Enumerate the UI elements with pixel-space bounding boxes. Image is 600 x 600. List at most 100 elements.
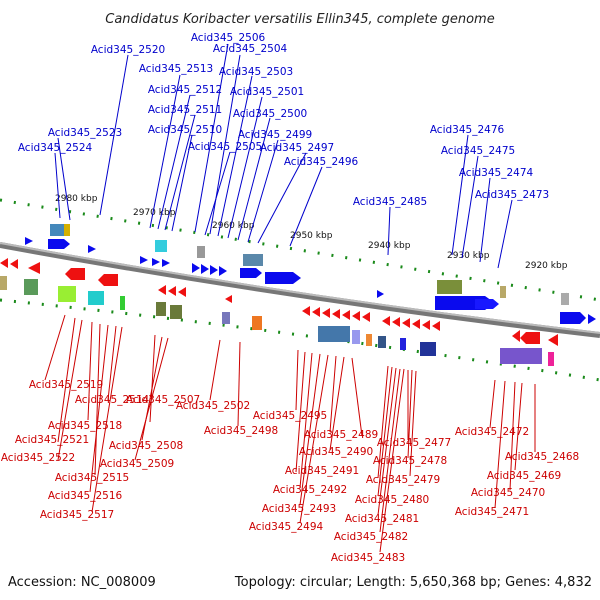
- gene-label-bottom[interactable]: Acid345_2491: [285, 465, 359, 477]
- gene-label-bottom[interactable]: Acid345_2515: [55, 472, 129, 484]
- gene-label-bottom[interactable]: Acid345_2489: [304, 429, 378, 441]
- gene-label-bottom[interactable]: Acid345_2472: [455, 426, 529, 438]
- feature-block[interactable]: [400, 338, 406, 350]
- gene-arrow[interactable]: [152, 258, 160, 266]
- gene-arrow[interactable]: [422, 320, 430, 330]
- gene-label-top[interactable]: Acid345_2473: [475, 189, 549, 201]
- gene-label-bottom[interactable]: Acid345_2518: [48, 420, 122, 432]
- gene-label-bottom[interactable]: Acid345_2508: [109, 440, 183, 452]
- gene-arrow[interactable]: [560, 312, 586, 324]
- gene-label-top[interactable]: Acid345_2512: [148, 84, 222, 96]
- gene-label-bottom[interactable]: Acid345_2471: [455, 506, 529, 518]
- gene-label-bottom[interactable]: Acid345_2516: [48, 490, 123, 502]
- gene-arrow[interactable]: [512, 330, 520, 342]
- gene-label-bottom[interactable]: Acid345_2521: [15, 434, 89, 446]
- gene-label-top[interactable]: Acid345_2500: [233, 108, 307, 120]
- gene-label-top[interactable]: Acid345_2503: [219, 66, 293, 78]
- gene-arrow[interactable]: [10, 259, 18, 269]
- gene-arrow[interactable]: [28, 262, 40, 274]
- feature-block[interactable]: [50, 224, 64, 236]
- gene-arrow[interactable]: [65, 268, 85, 280]
- gene-label-bottom[interactable]: Acid345_2494: [249, 521, 324, 533]
- gene-arrow[interactable]: [302, 306, 310, 316]
- gene-arrow[interactable]: [377, 290, 384, 298]
- feature-block[interactable]: [170, 305, 182, 319]
- gene-label-top[interactable]: Acid345_2497: [260, 142, 334, 154]
- feature-block[interactable]: [197, 246, 205, 258]
- gene-arrow[interactable]: [219, 266, 227, 276]
- feature-block[interactable]: [420, 342, 436, 356]
- gene-arrow[interactable]: [322, 308, 330, 318]
- feature-block[interactable]: [500, 286, 506, 298]
- gene-arrow[interactable]: [168, 286, 176, 296]
- feature-block[interactable]: [88, 291, 104, 305]
- feature-block[interactable]: [318, 326, 350, 342]
- feature-block[interactable]: [366, 334, 372, 346]
- gene-arrow[interactable]: [362, 312, 370, 322]
- gene-arrow[interactable]: [210, 265, 218, 275]
- gene-label-bottom[interactable]: Acid345_2490: [299, 446, 373, 458]
- gene-arrow[interactable]: [412, 319, 420, 329]
- gene-arrow[interactable]: [342, 310, 350, 320]
- feature-block[interactable]: [437, 280, 462, 294]
- gene-label-bottom[interactable]: Acid345_2492: [273, 484, 347, 496]
- gene-label-bottom[interactable]: Acid345_2514: [75, 394, 150, 406]
- gene-label-top[interactable]: Acid345_2505: [188, 141, 262, 153]
- feature-block[interactable]: [378, 336, 386, 348]
- gene-arrow[interactable]: [475, 299, 499, 309]
- gene-arrow[interactable]: [520, 332, 540, 344]
- gene-label-top[interactable]: Acid345_2501: [230, 86, 304, 98]
- gene-label-bottom[interactable]: Acid345_2495: [253, 410, 327, 422]
- gene-arrow[interactable]: [240, 268, 262, 278]
- gene-label-bottom[interactable]: Acid345_2519: [29, 379, 103, 391]
- gene-label-top[interactable]: Acid345_2474: [459, 167, 534, 179]
- gene-label-bottom[interactable]: Acid345_2470: [471, 487, 545, 499]
- gene-label-top[interactable]: Acid345_2475: [441, 145, 515, 157]
- feature-block[interactable]: [156, 302, 166, 316]
- gene-arrow[interactable]: [402, 318, 410, 328]
- gene-arrow[interactable]: [48, 239, 70, 249]
- feature-block[interactable]: [24, 279, 38, 295]
- feature-block[interactable]: [120, 296, 125, 310]
- gene-label-top[interactable]: Acid345_2476: [430, 124, 505, 136]
- gene-arrow[interactable]: [88, 245, 96, 253]
- gene-label-bottom[interactable]: Acid345_2517: [40, 509, 114, 521]
- gene-label-top[interactable]: Acid345_2510: [148, 124, 222, 136]
- gene-label-bottom[interactable]: Acid345_2479: [366, 474, 440, 486]
- feature-block[interactable]: [500, 348, 542, 364]
- gene-arrow[interactable]: [25, 237, 33, 245]
- gene-label-bottom[interactable]: Acid345_2483: [331, 552, 405, 564]
- gene-label-top[interactable]: Acid345_2506: [191, 32, 266, 44]
- gene-label-top[interactable]: Acid345_2524: [18, 142, 93, 154]
- feature-block[interactable]: [561, 293, 569, 305]
- gene-arrow[interactable]: [225, 295, 232, 303]
- gene-arrow[interactable]: [312, 307, 320, 317]
- feature-block[interactable]: [352, 330, 360, 344]
- gene-arrow[interactable]: [352, 311, 360, 321]
- gene-label-bottom[interactable]: Acid345_2481: [345, 513, 419, 525]
- gene-arrow[interactable]: [162, 259, 170, 267]
- gene-arrow[interactable]: [265, 272, 301, 284]
- feature-block[interactable]: [64, 224, 70, 236]
- gene-arrow[interactable]: [140, 256, 148, 264]
- gene-arrow[interactable]: [588, 314, 596, 324]
- gene-arrow[interactable]: [382, 316, 390, 326]
- gene-label-bottom[interactable]: Acid345_2522: [1, 452, 75, 464]
- feature-block[interactable]: [0, 276, 7, 290]
- gene-label-bottom[interactable]: Acid345_2480: [355, 494, 429, 506]
- gene-label-top[interactable]: Acid345_2485: [353, 196, 427, 208]
- gene-label-top[interactable]: Acid345_2499: [238, 129, 312, 141]
- feature-block[interactable]: [155, 240, 167, 252]
- gene-label-top[interactable]: Acid345_2523: [48, 127, 122, 139]
- gene-arrow[interactable]: [548, 334, 558, 346]
- gene-label-bottom[interactable]: Acid345_2469: [487, 470, 561, 482]
- gene-label-bottom[interactable]: Acid345_2509: [100, 458, 174, 470]
- feature-block[interactable]: [252, 316, 262, 330]
- feature-block[interactable]: [548, 352, 554, 366]
- gene-label-bottom[interactable]: Acid345_2482: [334, 531, 408, 543]
- gene-arrow[interactable]: [392, 317, 400, 327]
- gene-arrow[interactable]: [432, 321, 440, 331]
- gene-label-bottom[interactable]: Acid345_2468: [505, 451, 579, 463]
- gene-label-top[interactable]: Acid345_2496: [284, 156, 359, 168]
- gene-label-bottom[interactable]: Acid345_2493: [262, 503, 336, 515]
